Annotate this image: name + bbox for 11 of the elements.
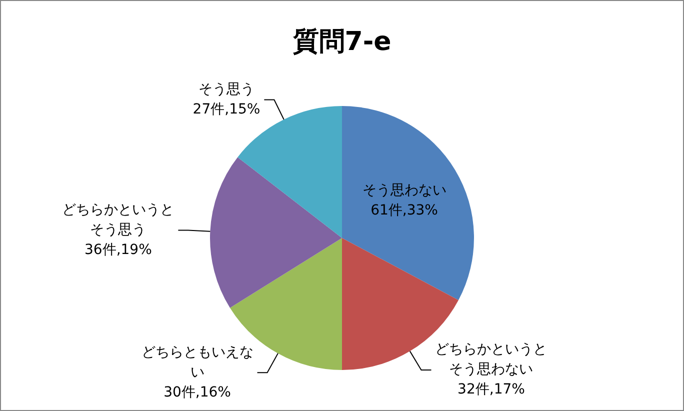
- slice-label: そう思わない: [362, 182, 446, 198]
- data-label: 61件,33%: [370, 202, 438, 218]
- data-label: 36件,19%: [84, 242, 152, 258]
- slice-label: どちらかというとそう思わない: [435, 342, 548, 378]
- data-label: 32件,17%: [458, 382, 525, 398]
- chart-title: 質問7-e: [292, 26, 392, 57]
- slice-label: どちらかというとそう思う: [62, 202, 174, 238]
- data-label: 27件,15%: [192, 101, 260, 118]
- slice-label: どちらともいえない: [141, 344, 254, 380]
- data-label: 30件,16%: [164, 384, 231, 400]
- slice-label: そう思う: [198, 81, 254, 98]
